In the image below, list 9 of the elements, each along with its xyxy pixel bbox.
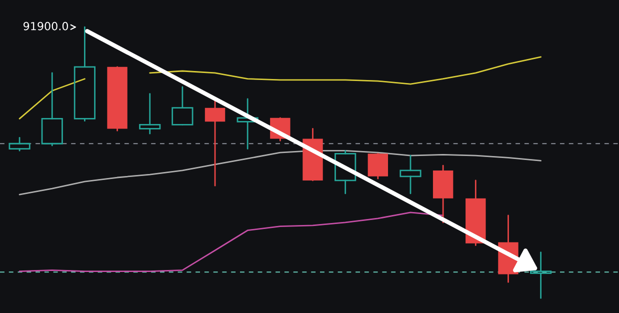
candlestick <box>334 150 356 194</box>
candlestick <box>139 93 161 134</box>
candlestick <box>400 154 422 194</box>
candlestick <box>107 66 128 132</box>
candlestick <box>530 252 552 299</box>
annotation: 91900.0 <box>24 22 68 30</box>
candlestick <box>368 154 388 180</box>
candlestick <box>432 164 454 224</box>
candlestick <box>236 98 258 150</box>
